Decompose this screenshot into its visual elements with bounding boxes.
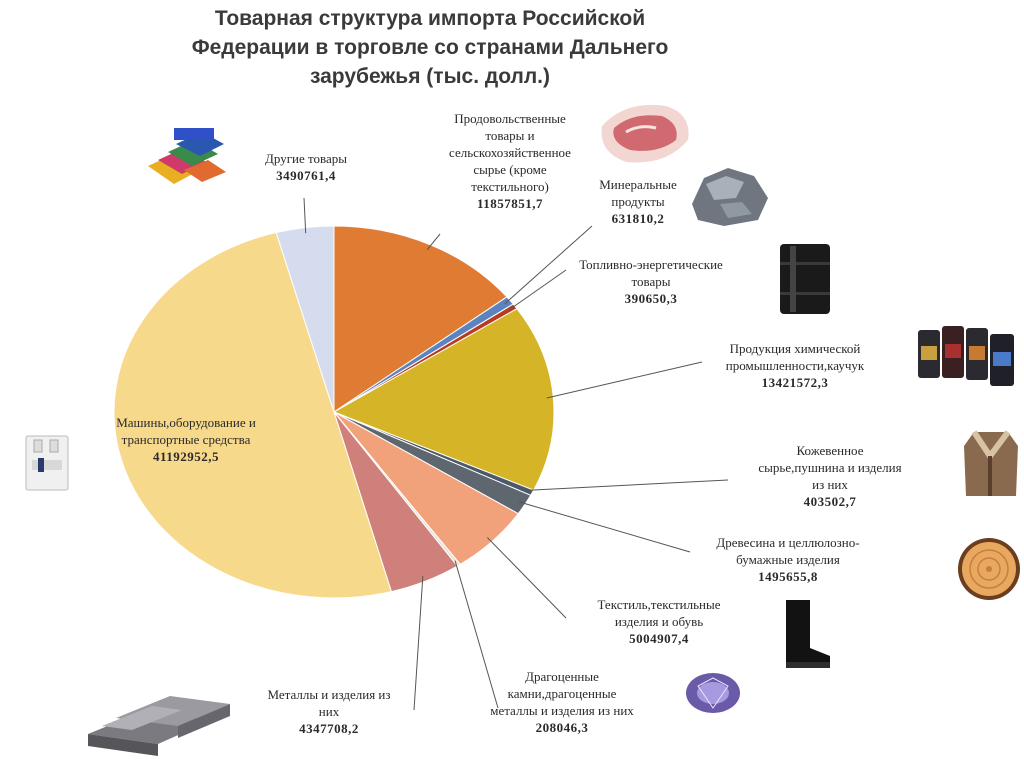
pie-slice bbox=[333, 225, 508, 413]
label-mineral-name: Минеральные продукты bbox=[599, 177, 677, 209]
label-other: Другие товары 3490761,4 bbox=[236, 150, 376, 184]
leader-line bbox=[546, 361, 703, 399]
label-fuel-name: Топливно-энергетические товары bbox=[579, 257, 723, 289]
pie-slice bbox=[332, 307, 555, 491]
pie-slice bbox=[113, 231, 393, 599]
label-textile-name: Текстиль,текстильные изделия и обувь bbox=[597, 597, 721, 629]
label-machines-name: Машины,оборудование и транспортные средс… bbox=[116, 415, 256, 447]
label-machines-value: 41192952,5 bbox=[152, 449, 220, 464]
leader-line bbox=[509, 269, 567, 310]
mineral-ore-icon bbox=[692, 168, 768, 226]
label-food-name: Продовольственные товары и сельскохозяйс… bbox=[449, 111, 571, 194]
label-leather-name: Кожевенное сырье,пушнина и изделия из ни… bbox=[758, 443, 902, 492]
label-metals: Металлы и изделия из них 4347708,2 bbox=[236, 686, 422, 737]
gemstone-icon bbox=[686, 673, 740, 713]
boot-icon bbox=[786, 600, 830, 668]
label-other-name: Другие товары bbox=[265, 151, 347, 166]
label-fuel: Топливно-энергетические товары 390650,3 bbox=[560, 256, 742, 307]
leader-line bbox=[426, 233, 441, 251]
label-wood-name: Древесина и целлюлозно- бумажные изделия bbox=[716, 535, 860, 567]
pie-slice bbox=[275, 225, 335, 413]
label-machines: Машины,оборудование и транспортные средс… bbox=[86, 414, 286, 465]
label-leather: Кожевенное сырье,пушнина и изделия из ни… bbox=[730, 442, 930, 510]
oil-barrel-icon bbox=[780, 244, 830, 314]
circuit-breaker-icon bbox=[25, 435, 69, 491]
metal-ingots-icon bbox=[88, 696, 230, 756]
label-wood-value: 1495655,8 bbox=[758, 569, 818, 584]
label-chemical-name: Продукция химической промышленности,кауч… bbox=[725, 341, 865, 373]
chart-title: Товарная структура импорта Российской Фе… bbox=[191, 7, 669, 88]
label-metals-name: Металлы и изделия из них bbox=[267, 687, 391, 719]
fabric-swatches-icon bbox=[148, 128, 226, 184]
wood-log-icon bbox=[958, 538, 1020, 600]
label-wood: Древесина и целлюлозно- бумажные изделия… bbox=[690, 534, 886, 585]
label-precious-value: 208046,3 bbox=[535, 720, 589, 735]
label-fuel-value: 390650,3 bbox=[624, 291, 678, 306]
label-food-value: 11857851,7 bbox=[476, 196, 544, 211]
label-mineral-value: 631810,2 bbox=[611, 211, 665, 226]
fur-coat-icon bbox=[964, 430, 1018, 496]
label-precious-name: Драгоценные камни,драгоценные металлы и … bbox=[490, 669, 634, 718]
label-metals-value: 4347708,2 bbox=[299, 721, 359, 736]
leader-line bbox=[486, 537, 567, 619]
meat-icon bbox=[601, 104, 689, 163]
leader-line bbox=[454, 560, 499, 709]
label-mineral: Минеральные продукты 631810,2 bbox=[582, 176, 694, 227]
label-textile-value: 5004907,4 bbox=[629, 631, 689, 646]
leader-line bbox=[303, 197, 307, 234]
leader-line bbox=[526, 479, 729, 491]
label-leather-value: 403502,7 bbox=[803, 494, 857, 509]
label-chemical: Продукция химической промышленности,кауч… bbox=[700, 340, 890, 391]
label-food: Продовольственные товары и сельскохозяйс… bbox=[420, 110, 600, 212]
leader-line bbox=[518, 501, 691, 553]
chemical-bottles-icon bbox=[918, 326, 1014, 386]
label-precious: Драгоценные камни,драгоценные металлы и … bbox=[462, 668, 662, 736]
leader-line bbox=[504, 225, 593, 305]
leader-line bbox=[413, 576, 424, 711]
label-chemical-value: 13421572,3 bbox=[761, 375, 829, 390]
label-other-value: 3490761,4 bbox=[276, 168, 336, 183]
label-textile: Текстиль,текстильные изделия и обувь 500… bbox=[566, 596, 752, 647]
